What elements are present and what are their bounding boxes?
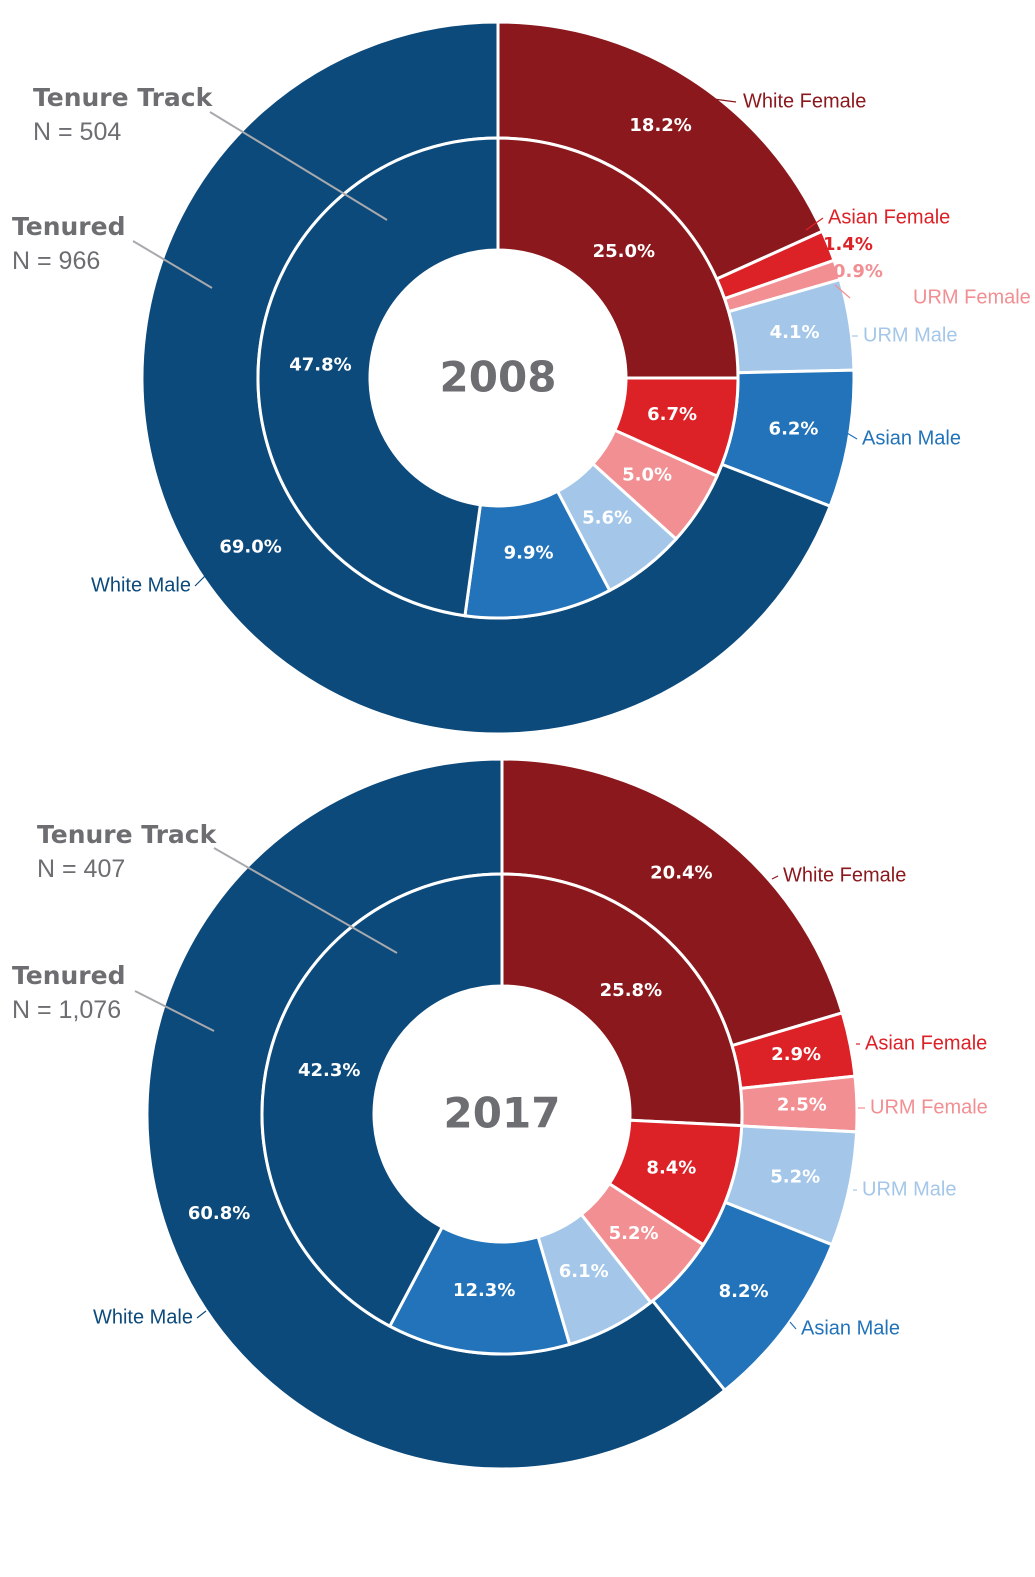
category-label-2008-urm-male: URM Male [863, 324, 957, 346]
leader-line-2017-white-male [196, 1310, 207, 1319]
ring-n-2008-tenured: N = 966 [12, 247, 100, 275]
category-label-2008-asian-female: Asian Female [828, 206, 950, 228]
ring-pointer-2017-tenured [134, 990, 215, 1032]
pct-label-2017-tenure-track-asian-male: 12.3% [453, 1280, 515, 1301]
leader-line-2008-white-male [194, 574, 207, 587]
leader-line-2008-white-female [705, 97, 737, 103]
pct-label-2008-tenured-asian-male: 6.2% [769, 419, 819, 440]
ring-n-2008-tenure-track: N = 504 [33, 118, 121, 146]
ring-title-2017-tenured: Tenured [12, 961, 125, 990]
pct-label-2008-tenure-track-asian-female: 6.7% [647, 404, 697, 425]
leader-line-2008-asian-male [846, 432, 858, 440]
donut-chart-2017: 20.4%2.9%2.5%5.2%8.2%60.8%25.8%8.4%5.2%6… [12, 757, 988, 1471]
leader-line-2008-urm-female [834, 284, 851, 299]
category-label-2017-asian-male: Asian Male [801, 1317, 900, 1339]
slice-2008-tenure-track-white-male [256, 136, 500, 618]
pct-label-2017-tenured-white-female: 20.4% [650, 863, 712, 884]
slice-2008-tenure-track-white-female [496, 136, 740, 380]
leader-line-2017-asian-male [789, 1321, 797, 1330]
pct-label-2008-tenured-asian-female: 1.4% [823, 234, 873, 255]
pct-label-2008-tenure-track-urm-male: 5.6% [582, 508, 632, 529]
pct-label-2017-tenured-urm-female: 2.5% [777, 1095, 827, 1116]
ring-pointer-2008-tenure-track [209, 111, 388, 221]
donut-hole-2017 [375, 987, 629, 1241]
category-label-2008-white-male: White Male [91, 574, 191, 596]
pct-label-2008-tenured-urm-female: 0.9% [833, 261, 883, 282]
category-label-2008-asian-male: Asian Male [862, 427, 961, 449]
pct-label-2008-tenure-track-urm-female: 5.0% [622, 464, 672, 485]
pct-label-2008-tenure-track-white-male: 47.8% [289, 355, 351, 376]
ring-title-2008-tenured: Tenured [12, 212, 125, 241]
pct-label-2008-tenured-white-male: 69.0% [219, 537, 281, 558]
donut-hole-2008 [371, 251, 625, 505]
slice-2017-tenure-track-white-female [500, 872, 744, 1128]
pct-label-2017-tenure-track-asian-female: 8.4% [646, 1158, 696, 1179]
ring-title-2017-tenure-track: Tenure Track [37, 820, 218, 849]
leader-line-2017-white-female [771, 875, 779, 880]
pct-label-2017-tenure-track-white-male: 42.3% [298, 1060, 360, 1081]
pct-label-2008-tenure-track-white-female: 25.0% [593, 241, 655, 262]
year-label-2017: 2017 [444, 1089, 561, 1138]
ring-n-2017-tenured: N = 1,076 [12, 996, 121, 1024]
ring-title-2008-tenure-track: Tenure Track [33, 83, 214, 112]
ring-n-2017-tenure-track: N = 407 [37, 855, 125, 883]
pct-label-2008-tenured-urm-male: 4.1% [770, 322, 820, 343]
pct-label-2008-tenured-white-female: 18.2% [629, 115, 691, 136]
category-label-2017-white-male: White Male [93, 1306, 193, 1328]
pct-label-2017-tenured-white-male: 60.8% [188, 1203, 250, 1224]
donut-chart-2008: 18.2% 1.4% 0.9% 4.1% 6.2% 69.0% 25.0% 6.7% 5.0% 5… [12, 20, 1031, 736]
leader-line-2008-asian-female [805, 217, 824, 231]
year-label-2008: 2008 [440, 353, 557, 402]
category-label-2008-urm-female: URM Female [913, 286, 1031, 308]
pct-label-2017-tenure-track-urm-male: 6.1% [559, 1261, 609, 1282]
slice-2017-tenure-track-white-male [260, 872, 504, 1329]
category-label-2017-urm-male: URM Male [862, 1178, 956, 1200]
pct-label-2017-tenure-track-urm-female: 5.2% [609, 1223, 659, 1244]
pct-label-2017-tenured-urm-male: 5.2% [770, 1167, 820, 1188]
category-label-2017-white-female: White Female [783, 864, 906, 886]
category-label-2017-urm-female: URM Female [870, 1096, 988, 1118]
pct-label-2017-tenured-asian-male: 8.2% [719, 1281, 769, 1302]
category-label-2017-asian-female: Asian Female [865, 1032, 987, 1054]
category-label-2008-white-female: White Female [743, 90, 866, 112]
ring-pointer-2008-tenured [132, 240, 213, 289]
ring-pointer-2017-tenure-track [213, 847, 398, 954]
pct-label-2017-tenure-track-white-female: 25.8% [600, 980, 662, 1001]
pct-label-2017-tenured-asian-female: 2.9% [771, 1044, 821, 1065]
pct-label-2008-tenure-track-asian-male: 9.9% [504, 542, 554, 563]
